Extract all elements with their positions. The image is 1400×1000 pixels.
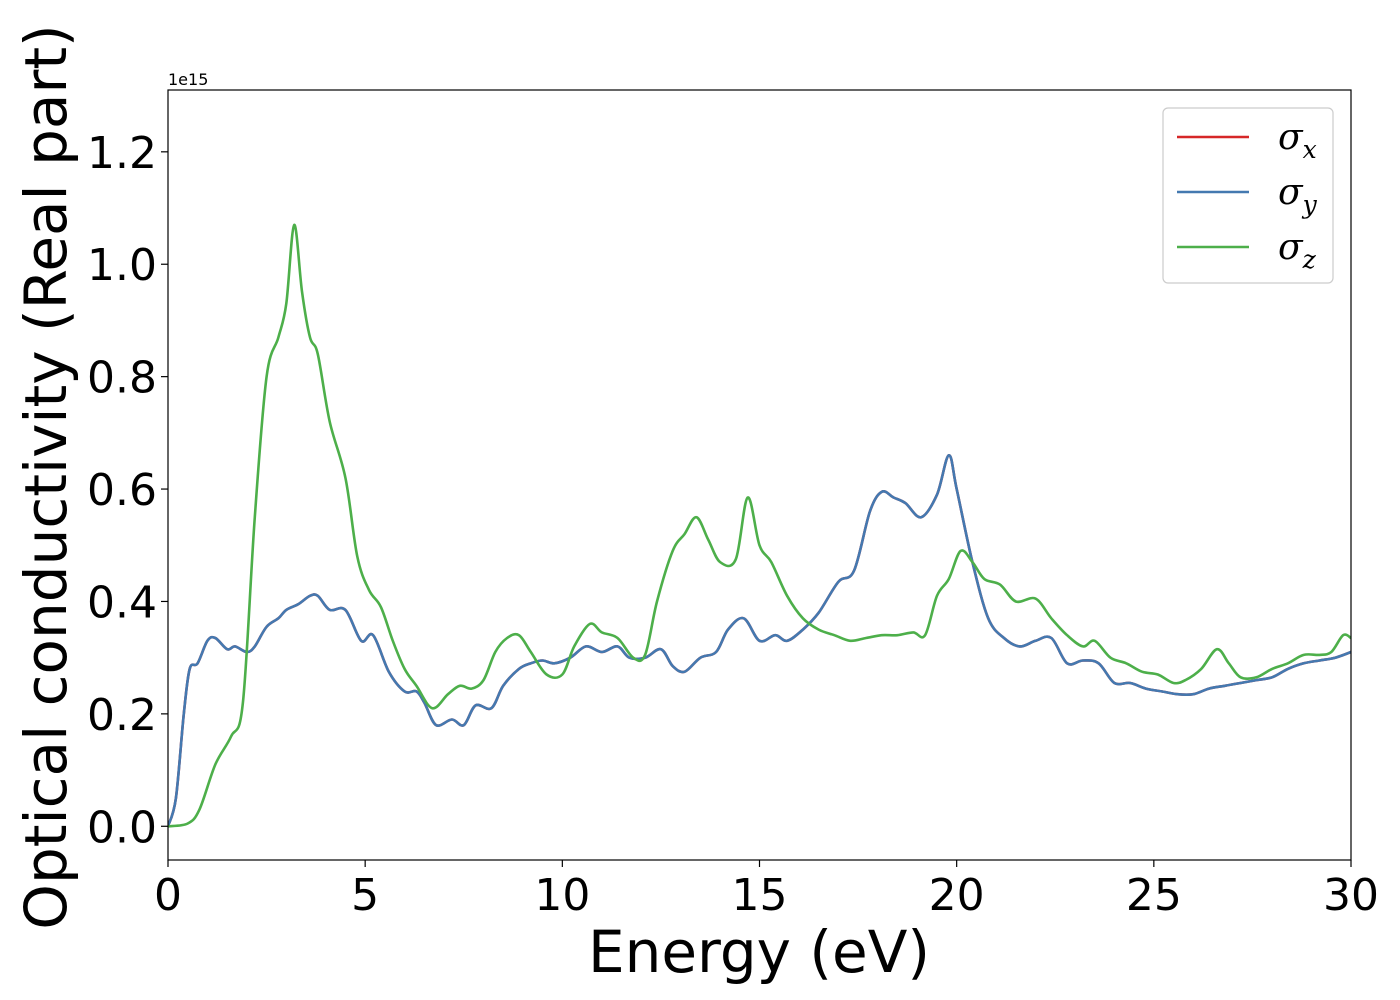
series-line-z xyxy=(168,223,1351,828)
legend: σx σy σz xyxy=(1162,107,1334,284)
x-tick-label: 10 xyxy=(534,870,590,921)
x-tick-label: 0 xyxy=(154,870,182,921)
x-tick-label: 20 xyxy=(929,870,985,921)
y-tick-label: 1.2 xyxy=(87,128,157,179)
legend-box xyxy=(1162,107,1334,284)
y-tick-label: 1.0 xyxy=(87,240,157,291)
legend-label-z: σz xyxy=(1278,227,1317,274)
y-tick-label: 0.2 xyxy=(87,690,157,741)
series-layer xyxy=(168,223,1351,828)
plot-frame xyxy=(167,89,1352,861)
y-offset-text: 1e15 xyxy=(168,70,208,89)
x-tick-label: 25 xyxy=(1126,870,1182,921)
legend-label-x: σx xyxy=(1278,117,1317,164)
axis-ticks: 0 5 10 15 20 25 30 0.0 0.2 0.4 0.6 0.8 1.0 1.2 xyxy=(87,128,1379,921)
y-tick-label: 0.6 xyxy=(87,465,157,516)
y-tick-label: 0.8 xyxy=(87,353,157,404)
y-axis-title: Optical conductivity (Real part) xyxy=(12,24,80,929)
y-tick-label: 0.4 xyxy=(87,577,157,628)
x-axis-title: Energy (eV) xyxy=(588,918,930,986)
legend-label-y: σy xyxy=(1278,172,1318,219)
y-tick-label: 0.0 xyxy=(87,802,157,853)
series-line-y xyxy=(168,453,1351,827)
x-tick-label: 30 xyxy=(1323,870,1379,921)
x-tick-label: 5 xyxy=(351,870,379,921)
x-tick-label: 15 xyxy=(732,870,788,921)
